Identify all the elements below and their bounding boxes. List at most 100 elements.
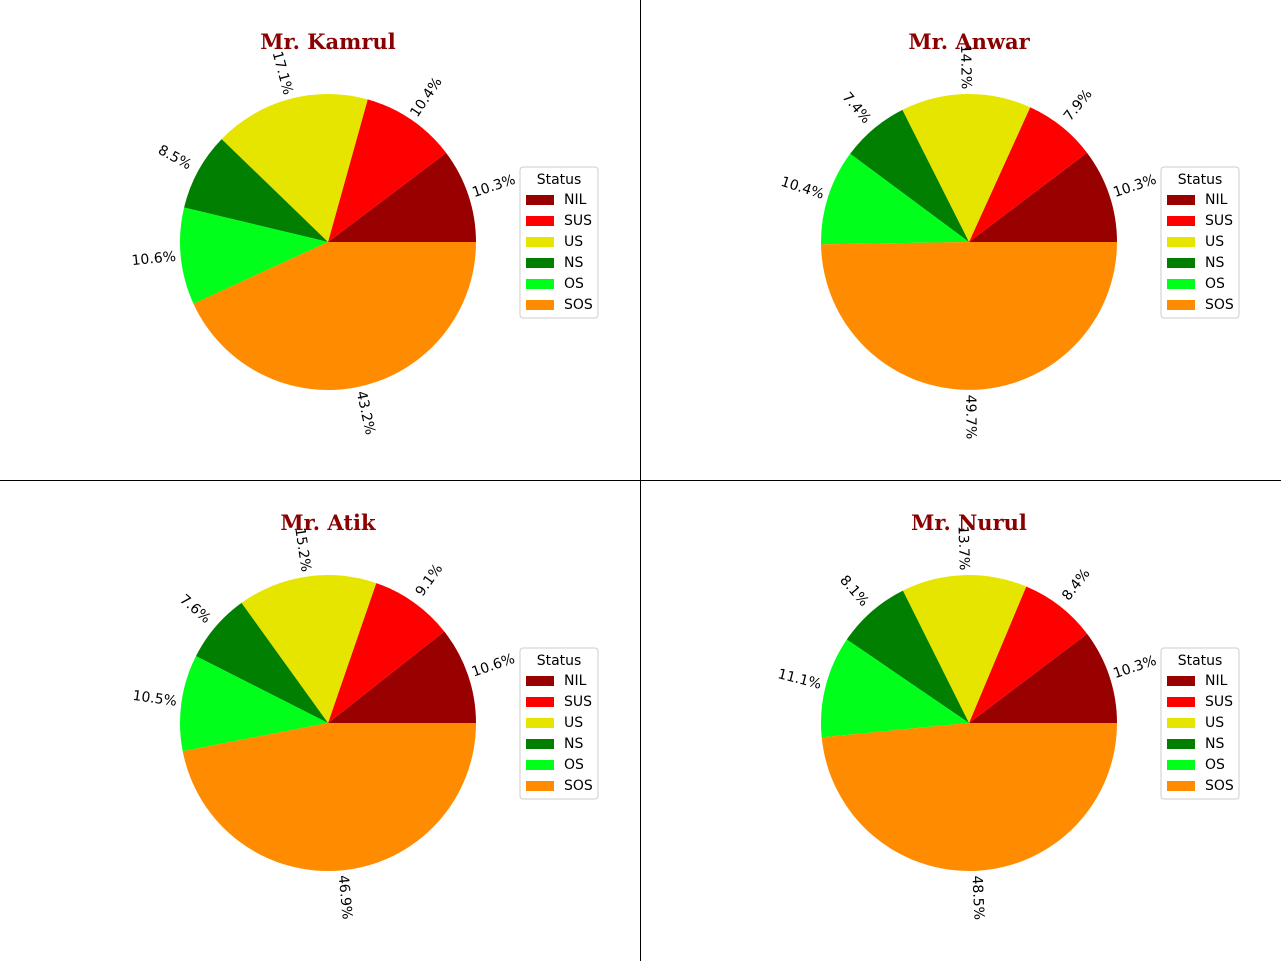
legend-entry-label: US (564, 715, 583, 731)
slice-percent-label: 13.7% (955, 526, 972, 571)
pie-slice-os (821, 153, 969, 245)
legend-swatch (526, 300, 554, 310)
slice-percent-label: 10.4% (407, 74, 445, 120)
pie-slice-nil (969, 633, 1117, 723)
pie-slice-us (902, 575, 1027, 723)
slice-percent-label: 49.7% (962, 395, 978, 440)
slice-percent-label: 7.6% (176, 592, 213, 627)
legend-swatch (1167, 697, 1195, 707)
slice-percent-label: 10.3% (1111, 653, 1158, 682)
legend-swatch (526, 195, 554, 205)
chart-title: Mr. Anwar (908, 29, 1030, 54)
legend-entry-label: SOS (1205, 297, 1234, 313)
pie-slice-sos (193, 242, 476, 390)
slice-percent-label: 8.5% (155, 142, 194, 173)
legend-swatch (1167, 216, 1195, 226)
chart-title: Mr. Nurul (911, 510, 1027, 535)
legend-swatch (526, 739, 554, 749)
legend-entry-label: NS (1205, 736, 1224, 752)
legend-entry-label: US (1205, 234, 1224, 250)
pie-slice-us (241, 574, 377, 723)
slice-percent-label: 48.5% (968, 875, 986, 920)
pie-slice-sus (969, 586, 1088, 723)
slice-percent-label: 7.9% (1061, 86, 1096, 124)
legend-entry-label: NS (1205, 255, 1224, 271)
pie-chart: Mr. Kamrul 10.3% 10.4% 17.1% 8.5% 10.6% 43.2% S… (131, 29, 599, 437)
legend-swatch (526, 216, 554, 226)
legend-swatch (526, 760, 554, 770)
pie-slice-us (902, 94, 1031, 242)
pie-slice-os (179, 207, 328, 304)
legend-swatch (1167, 781, 1195, 791)
pie-slice-ns (846, 590, 969, 723)
pie-slice-sus (328, 99, 447, 242)
legend-swatch (1167, 279, 1195, 289)
slice-percent-label: 7.4% (839, 89, 874, 127)
legend-swatch (526, 697, 554, 707)
legend-title: Status (537, 172, 582, 188)
pie-slice-nil (969, 152, 1117, 242)
pie-slice-ns (850, 109, 969, 242)
legend-entry-label: SOS (564, 778, 593, 794)
slice-percent-label: 14.2% (957, 45, 974, 90)
slice-percent-label: 9.1% (413, 561, 447, 599)
legend-entry-label: SUS (564, 694, 592, 710)
pie-slice-sos (821, 242, 1117, 390)
slice-percent-label: 10.6% (470, 651, 517, 681)
legend-entry-label: OS (1205, 276, 1225, 292)
pie-chart: Mr. Atik 10.6% 9.1% 15.2% 7.6% 10.5% 46.9% Stat… (132, 510, 599, 920)
legend-entry-label: OS (1205, 757, 1225, 773)
legend-entry-label: NIL (1205, 192, 1228, 208)
pie-slice-sos (821, 723, 1117, 872)
legend-entry-label: SUS (1205, 213, 1233, 229)
slice-percent-label: 10.3% (1111, 172, 1158, 201)
legend-swatch (1167, 718, 1195, 728)
legend: Status NIL SUS US NS OS SOS (1160, 166, 1240, 319)
pie-slice-os (820, 639, 969, 738)
legend-entry-label: NS (564, 255, 583, 271)
pie-slice-nil (328, 152, 476, 242)
pie-chart: Mr. Nurul 10.3% 8.4% 13.7% 8.1% 11.1% 48.5% Sta… (776, 510, 1240, 920)
slice-percent-label: 10.3% (470, 172, 517, 201)
legend-swatch (1167, 300, 1195, 310)
slice-percent-label: 10.6% (131, 249, 177, 269)
legend-entry-label: OS (564, 757, 584, 773)
legend-swatch (526, 237, 554, 247)
legend: Status NIL SUS US NS OS SOS (519, 647, 599, 800)
slice-percent-label: 15.2% (291, 527, 313, 573)
legend-title: Status (1178, 653, 1223, 669)
legend-swatch (1167, 258, 1195, 268)
slice-percent-label: 10.4% (779, 174, 826, 203)
legend: Status NIL SUS US NS OS SOS (519, 166, 599, 319)
legend-entry-label: US (564, 234, 583, 250)
legend-entry-label: SOS (564, 297, 593, 313)
legend-swatch (1167, 237, 1195, 247)
legend-title: Status (1178, 172, 1223, 188)
legend-entry-label: SUS (1205, 694, 1233, 710)
legend-swatch (526, 279, 554, 289)
legend-entry-label: NIL (564, 673, 587, 689)
legend-swatch (1167, 760, 1195, 770)
legend-swatch (1167, 195, 1195, 205)
slice-percent-label: 17.1% (269, 50, 296, 97)
legend-swatch (1167, 676, 1195, 686)
slice-percent-label: 10.5% (132, 688, 178, 710)
slice-percent-label: 8.1% (836, 572, 871, 609)
legend-entry-label: OS (564, 276, 584, 292)
pie-slice-sos (182, 723, 477, 872)
chart-title: Mr. Atik (280, 510, 376, 535)
legend-swatch (526, 781, 554, 791)
legend-swatch (526, 718, 554, 728)
slice-percent-label: 8.4% (1059, 566, 1093, 604)
legend: Status NIL SUS US NS OS SOS (1160, 647, 1240, 800)
legend-swatch (1167, 739, 1195, 749)
slice-percent-label: 46.9% (335, 874, 355, 920)
pie-slice-os (179, 656, 328, 752)
legend-entry-label: NIL (564, 192, 587, 208)
pie-slice-sus (328, 583, 445, 723)
chart-title: Mr. Kamrul (260, 29, 395, 54)
pie-slice-us (221, 94, 368, 242)
slice-percent-label: 43.2% (353, 390, 378, 437)
slice-percent-label: 11.1% (776, 666, 823, 693)
